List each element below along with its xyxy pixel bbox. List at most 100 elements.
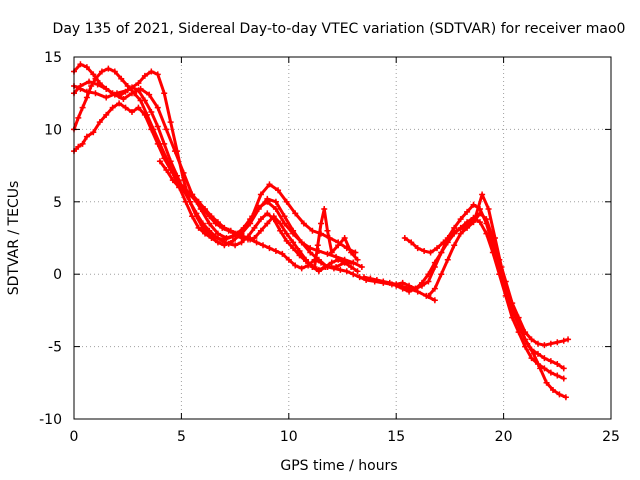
data-point-marker (212, 233, 219, 240)
data-point-marker (229, 237, 236, 244)
data-point-marker (163, 126, 170, 133)
data-point-marker (457, 224, 464, 231)
data-point-marker (135, 87, 142, 94)
data-point-marker (141, 97, 148, 104)
data-point-marker (116, 100, 123, 107)
data-point-marker (418, 279, 425, 286)
data-point-marker (309, 227, 316, 234)
series-track-i (425, 210, 572, 349)
data-point-marker (79, 104, 86, 111)
data-point-marker (272, 206, 279, 213)
data-point-marker (438, 271, 445, 278)
data-point-marker (279, 250, 286, 257)
data-point-marker (341, 235, 348, 241)
data-point-marker (161, 140, 168, 147)
data-point-marker (427, 249, 434, 256)
data-point-marker (541, 355, 548, 362)
data-point-marker (300, 220, 307, 227)
data-point-marker (324, 250, 331, 257)
data-point-marker (88, 82, 95, 89)
y-axis-title: SDTVAR / TECUs (6, 181, 22, 296)
data-point-marker (335, 242, 342, 249)
data-point-marker (103, 94, 110, 101)
data-point-marker (116, 93, 123, 100)
data-point-marker (221, 224, 228, 231)
data-point-marker (305, 262, 312, 269)
data-point-marker (408, 239, 415, 246)
data-point-marker (311, 263, 318, 270)
data-point-marker (270, 216, 277, 223)
data-point-marker (485, 206, 492, 213)
data-point-marker (451, 230, 458, 237)
data-point-marker (103, 85, 110, 92)
data-point-marker (206, 220, 213, 227)
data-point-marker (509, 300, 516, 307)
data-point-marker (264, 220, 271, 227)
data-point-marker (464, 208, 471, 215)
data-point-marker (122, 104, 129, 111)
data-point-marker (541, 365, 548, 372)
data-point-marker (135, 80, 142, 87)
data-point-marker (431, 259, 438, 266)
data-point-marker (176, 184, 183, 191)
x-tick-label: 25 (602, 429, 620, 445)
data-point-marker (163, 166, 170, 173)
data-point-marker (547, 340, 554, 347)
data-point-marker (324, 263, 331, 270)
data-point-marker (421, 248, 428, 255)
data-point-marker (554, 339, 561, 346)
data-point-marker (386, 279, 393, 286)
data-point-marker (425, 292, 432, 299)
data-point-marker (350, 259, 357, 266)
data-point-marker (260, 242, 267, 249)
y-tick-label: 5 (53, 195, 62, 211)
data-point-marker (496, 256, 503, 263)
data-point-marker (253, 239, 260, 246)
data-point-marker (83, 64, 90, 71)
data-point-marker (86, 78, 93, 85)
data-point-marker (348, 263, 355, 270)
data-point-marker (223, 235, 230, 241)
data-point-marker (560, 337, 567, 344)
data-point-marker (214, 219, 221, 226)
data-point-marker (202, 206, 209, 213)
data-point-marker (135, 104, 142, 111)
data-point-marker (399, 285, 406, 292)
y-tick-label: 0 (53, 267, 62, 283)
data-point-marker (161, 90, 168, 97)
data-point-marker (343, 268, 350, 275)
data-point-marker (528, 355, 535, 362)
data-point-marker (109, 90, 116, 97)
data-point-marker (401, 235, 408, 241)
data-point-marker (266, 181, 273, 188)
y-tick-label: 10 (44, 122, 62, 138)
data-point-marker (321, 206, 328, 213)
data-point-marker (238, 239, 245, 246)
data-point-marker (431, 285, 438, 292)
data-point-marker (476, 219, 483, 226)
data-point-marker (522, 329, 529, 336)
data-point-marker (315, 268, 322, 275)
data-point-marker (167, 119, 174, 126)
data-point-marker (120, 95, 127, 102)
data-point-marker (154, 140, 161, 147)
data-point-marker (406, 288, 413, 295)
y-tick-label: -5 (48, 340, 62, 356)
data-point-marker (328, 249, 335, 256)
data-point-marker (515, 329, 522, 336)
data-point-marker (199, 220, 206, 227)
data-point-marker (522, 343, 529, 350)
data-point-marker (534, 340, 541, 347)
data-point-marker (290, 245, 297, 252)
data-point-marker (470, 214, 477, 221)
series-track-e (71, 61, 335, 275)
data-point-marker (240, 233, 247, 240)
data-point-marker (515, 314, 522, 321)
data-point-marker (502, 292, 509, 299)
data-point-marker (257, 227, 264, 234)
y-tick-label: -10 (39, 412, 62, 428)
data-point-marker (489, 249, 496, 256)
data-point-marker (251, 224, 258, 231)
x-tick-label: 20 (495, 429, 513, 445)
data-point-marker (354, 256, 361, 263)
